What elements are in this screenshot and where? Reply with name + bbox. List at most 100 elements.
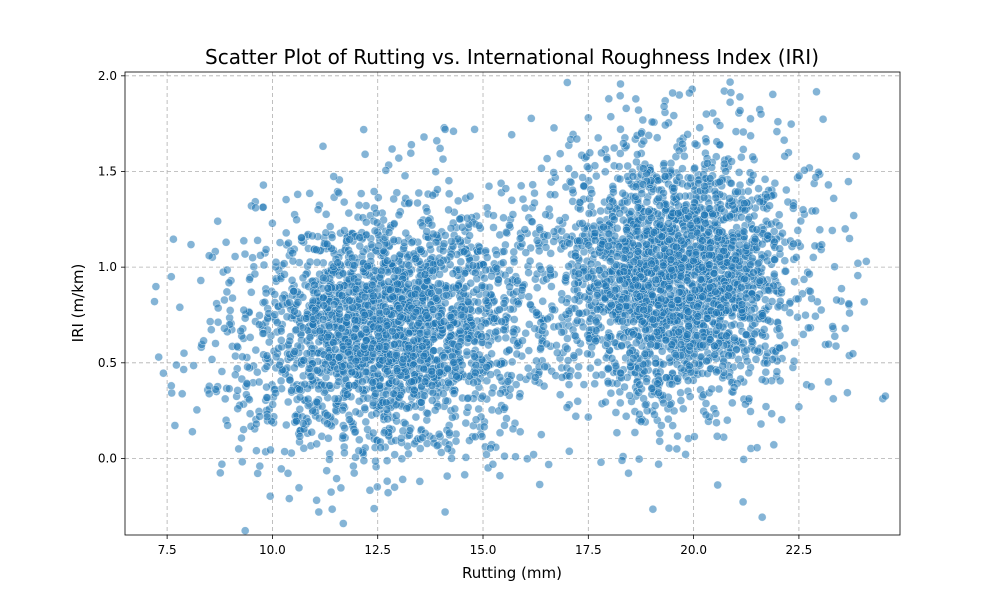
data-point bbox=[510, 248, 518, 256]
data-point bbox=[410, 386, 418, 394]
data-point bbox=[531, 199, 539, 207]
data-point bbox=[362, 418, 370, 426]
data-point bbox=[296, 433, 304, 441]
data-point bbox=[254, 469, 262, 477]
data-point bbox=[288, 276, 296, 284]
data-point bbox=[453, 372, 461, 380]
data-point bbox=[168, 389, 176, 397]
data-point bbox=[769, 356, 777, 364]
data-point bbox=[526, 257, 534, 265]
data-point bbox=[355, 436, 363, 444]
data-point bbox=[306, 189, 314, 197]
data-point bbox=[319, 142, 327, 150]
data-point bbox=[666, 236, 674, 244]
data-point bbox=[361, 311, 369, 319]
data-point bbox=[273, 319, 281, 327]
data-point bbox=[496, 429, 504, 437]
data-point bbox=[536, 481, 544, 489]
data-point bbox=[369, 429, 377, 437]
data-point bbox=[454, 197, 462, 205]
data-point bbox=[383, 406, 391, 414]
data-point bbox=[340, 198, 348, 206]
data-point bbox=[372, 390, 380, 398]
data-point bbox=[619, 139, 627, 147]
data-point bbox=[338, 363, 346, 371]
data-point bbox=[726, 78, 734, 86]
data-point bbox=[604, 333, 612, 341]
data-point bbox=[525, 269, 533, 277]
data-point bbox=[265, 338, 273, 346]
data-point bbox=[355, 397, 363, 405]
data-point bbox=[505, 346, 513, 354]
data-point bbox=[313, 258, 321, 266]
data-point bbox=[344, 348, 352, 356]
data-point bbox=[816, 226, 824, 234]
data-point bbox=[745, 395, 753, 403]
data-point bbox=[652, 359, 660, 367]
data-point bbox=[369, 399, 377, 407]
data-point bbox=[291, 307, 299, 315]
data-point bbox=[308, 428, 316, 436]
data-point bbox=[343, 313, 351, 321]
data-point bbox=[813, 88, 821, 96]
data-point bbox=[390, 195, 398, 203]
data-point bbox=[482, 266, 490, 274]
data-point bbox=[649, 505, 657, 513]
data-point bbox=[490, 212, 498, 220]
data-point bbox=[439, 247, 447, 255]
data-point bbox=[737, 362, 745, 370]
data-point bbox=[648, 118, 656, 126]
data-point bbox=[383, 322, 391, 330]
data-point bbox=[295, 484, 303, 492]
data-point bbox=[522, 329, 530, 337]
data-point bbox=[356, 234, 364, 242]
data-point bbox=[282, 196, 290, 204]
data-point bbox=[607, 389, 615, 397]
data-point bbox=[237, 327, 245, 335]
data-point bbox=[334, 259, 342, 267]
data-point bbox=[152, 283, 160, 291]
data-point bbox=[169, 235, 177, 243]
data-point bbox=[514, 300, 522, 308]
data-point bbox=[564, 357, 572, 365]
data-point bbox=[715, 322, 723, 330]
data-point bbox=[403, 404, 411, 412]
data-point bbox=[471, 269, 479, 277]
data-point bbox=[475, 405, 483, 413]
data-point bbox=[591, 380, 599, 388]
data-point bbox=[565, 307, 573, 315]
data-point bbox=[630, 318, 638, 326]
data-point bbox=[732, 128, 740, 136]
data-point bbox=[286, 299, 294, 307]
data-point bbox=[252, 420, 260, 428]
data-point bbox=[384, 278, 392, 286]
data-point bbox=[444, 365, 452, 373]
data-point bbox=[608, 354, 616, 362]
data-point bbox=[638, 190, 646, 198]
data-point bbox=[262, 289, 270, 297]
data-point bbox=[594, 134, 602, 142]
data-point bbox=[370, 188, 378, 196]
data-point bbox=[716, 122, 724, 130]
data-point bbox=[220, 296, 228, 304]
data-point bbox=[356, 242, 364, 250]
data-point bbox=[509, 425, 517, 433]
data-point bbox=[223, 266, 231, 274]
data-point bbox=[335, 353, 343, 361]
data-point bbox=[794, 226, 802, 234]
data-point bbox=[444, 445, 452, 453]
data-point bbox=[445, 177, 453, 185]
data-point bbox=[537, 431, 545, 439]
data-point bbox=[790, 357, 798, 365]
data-point bbox=[309, 297, 317, 305]
data-point bbox=[423, 228, 431, 236]
data-point bbox=[576, 199, 584, 207]
data-point bbox=[506, 385, 514, 393]
data-point bbox=[493, 359, 501, 367]
data-point bbox=[337, 484, 345, 492]
data-point bbox=[429, 191, 437, 199]
data-point bbox=[652, 276, 660, 284]
data-point bbox=[597, 207, 605, 215]
data-point bbox=[686, 294, 694, 302]
data-point bbox=[739, 128, 747, 136]
